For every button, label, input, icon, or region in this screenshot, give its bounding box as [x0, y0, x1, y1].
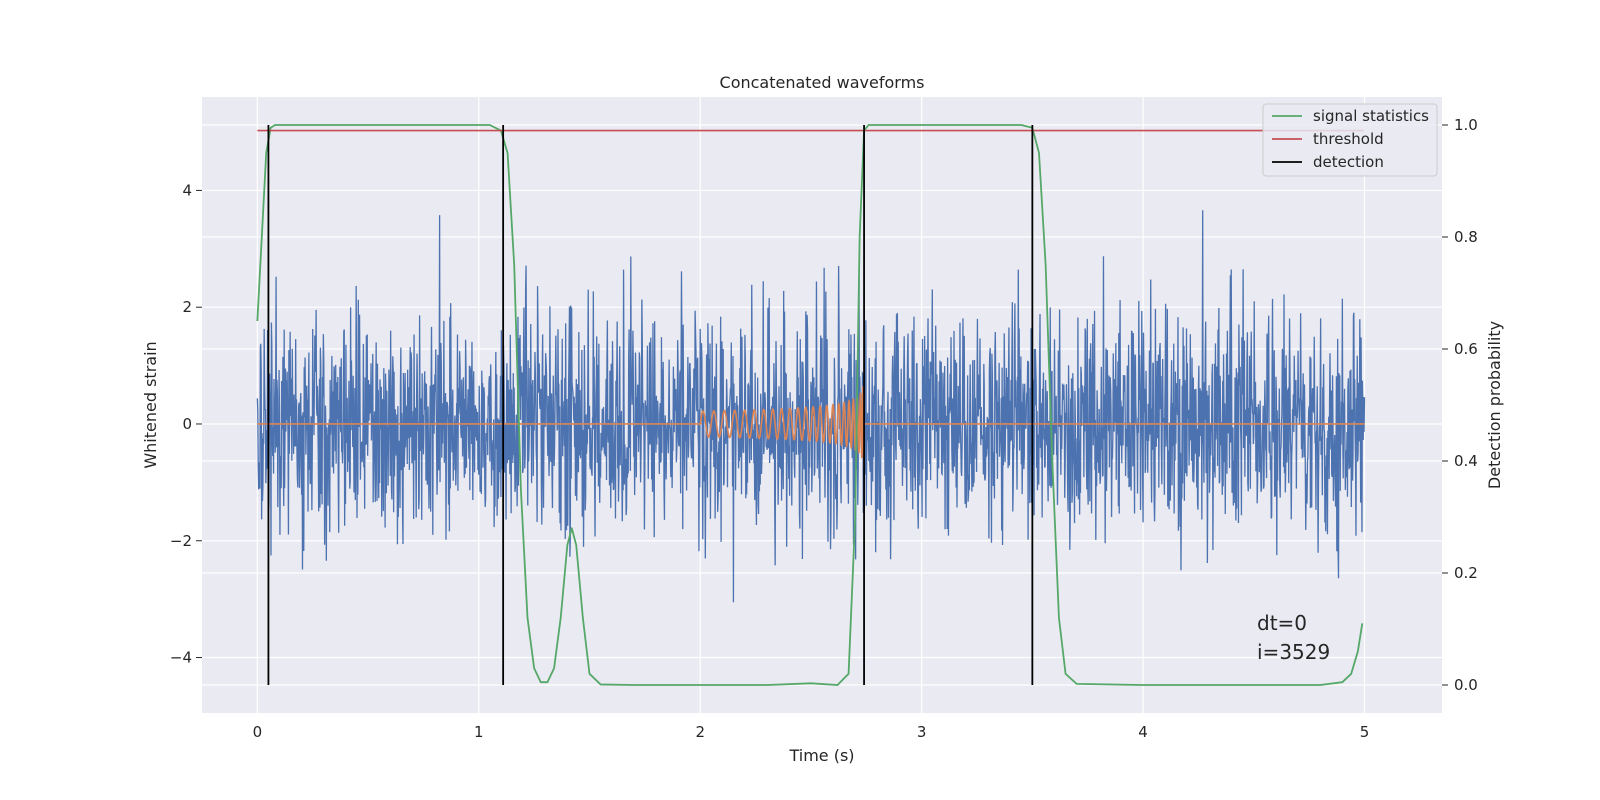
signal-statistics-line: [256, 124, 1364, 686]
x-tick-label: 5: [1360, 723, 1370, 741]
y2-tick-label: 0.6: [1454, 340, 1478, 358]
y2-tick-label: 0.0: [1454, 676, 1478, 694]
x-tick-label: 3: [917, 723, 927, 741]
annotation-dt: dt=0: [1257, 611, 1307, 635]
y-tick-label: −2: [170, 532, 192, 550]
y2-tick-label: 0.8: [1454, 228, 1478, 246]
x-tick-label: 2: [695, 723, 705, 741]
detection-series: [267, 125, 1034, 685]
legend-label-detection: detection: [1313, 153, 1384, 171]
chirp-line: [257, 385, 1365, 468]
y-axis-ticks: −4 −2 0 2 4: [170, 181, 202, 667]
y-tick-label: 4: [182, 181, 192, 199]
legend-label-signal-statistics: signal statistics: [1313, 107, 1429, 125]
x-axis-ticks: 0 1 2 3 4 5: [253, 723, 1370, 741]
y2-tick-label: 0.2: [1454, 564, 1478, 582]
signal-statistics-series: [256, 124, 1364, 686]
y2-tick-label: 1.0: [1454, 116, 1478, 134]
x-tick-label: 4: [1138, 723, 1148, 741]
legend-box: [1262, 103, 1438, 177]
x-tick-label: 1: [474, 723, 484, 741]
y-tick-label: 2: [182, 298, 192, 316]
y-tick-label: 0: [182, 415, 192, 433]
annotation-index: i=3529: [1257, 640, 1330, 664]
y2-axis-ticks: 0.0 0.2 0.4 0.6 0.8 1.0: [1442, 116, 1478, 694]
y2-axis-label: Detection probability: [1485, 321, 1504, 489]
chirp-series: [257, 385, 1365, 468]
legend: signal statistics threshold detection: [1262, 103, 1438, 177]
y2-tick-label: 0.4: [1454, 452, 1478, 470]
x-axis-label: Time (s): [788, 746, 854, 765]
chart-title: Concatenated waveforms: [720, 73, 925, 92]
y-tick-label: −4: [170, 649, 192, 667]
noise-line: [256, 210, 1366, 603]
noise-series: [256, 210, 1366, 603]
y-axis-label: Whitened strain: [141, 341, 160, 468]
x-tick-label: 0: [253, 723, 263, 741]
legend-label-threshold: threshold: [1313, 130, 1384, 148]
